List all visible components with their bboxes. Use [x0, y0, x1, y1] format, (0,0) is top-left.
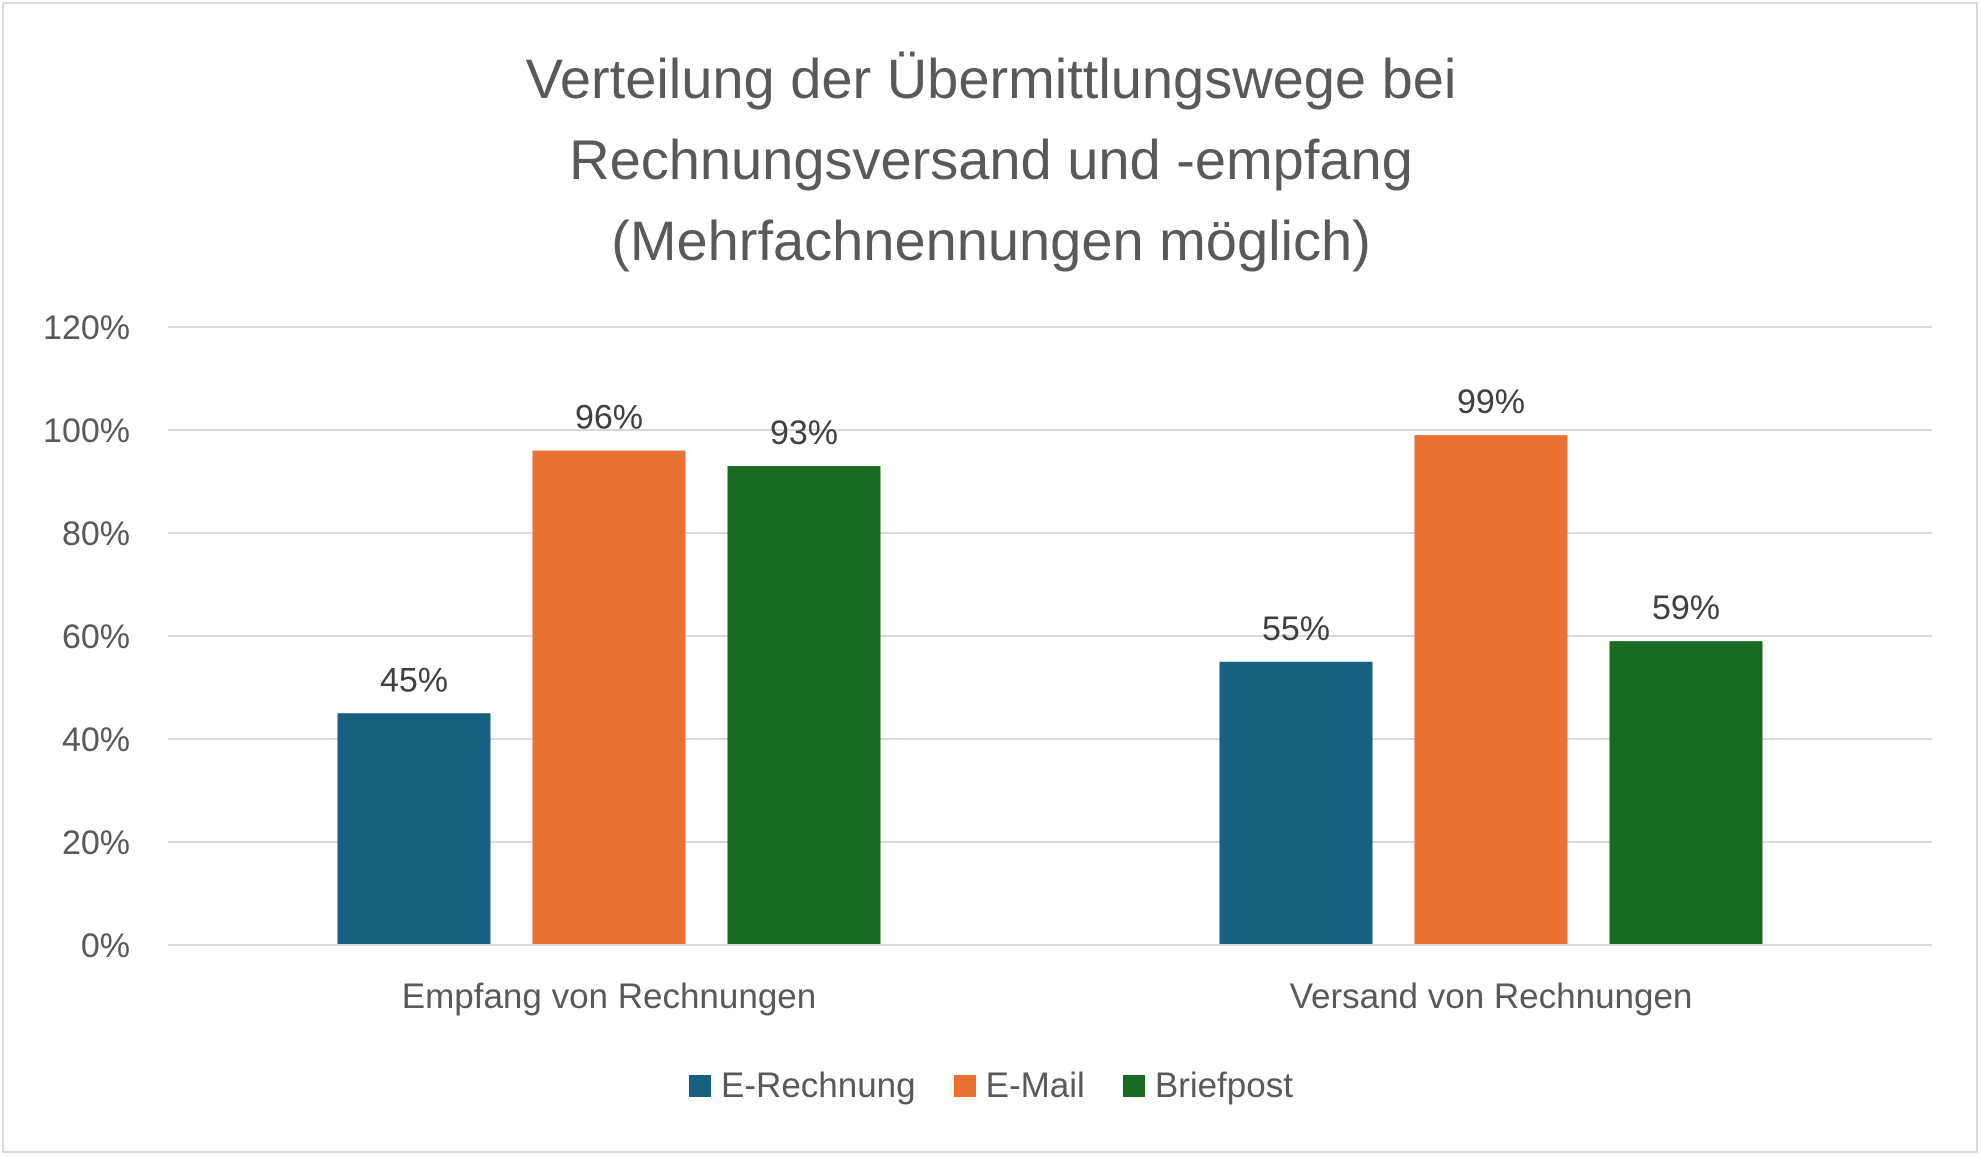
y-tick-label: 20% [62, 824, 130, 862]
bar-e-mail [1414, 435, 1568, 945]
legend-label-e-rechnung: E-Rechnung [721, 1066, 916, 1105]
chart-title-line-2: Rechnungsversand und -empfang [569, 128, 1413, 191]
y-tick-label: 40% [62, 721, 130, 759]
bar-e-rechnung [1219, 661, 1373, 945]
legend-swatch-e-mail [953, 1075, 976, 1097]
data-label-e-rechnung: 45% [380, 661, 448, 699]
legend-label-briefpost: Briefpost [1154, 1066, 1293, 1105]
bar-e-mail [532, 450, 686, 945]
x-category-label: Versand von Rechnungen [1290, 977, 1693, 1016]
bar-briefpost [1609, 641, 1763, 945]
legend-item-e-rechnung: E-Rechnung [689, 1066, 916, 1106]
legend-item-briefpost: Briefpost [1122, 1066, 1293, 1106]
legend-item-e-mail: E-Mail [953, 1066, 1085, 1106]
bar-briefpost [727, 466, 881, 945]
y-tick-label: 100% [43, 412, 130, 450]
bar-e-rechnung [337, 713, 491, 945]
y-tick-label: 80% [62, 515, 130, 553]
data-label-e-mail: 99% [1457, 383, 1525, 421]
data-label-briefpost: 59% [1652, 589, 1720, 627]
chart-title: Verteilung der Übermittlungswege bei Rec… [0, 38, 1982, 281]
x-category-label: Empfang von Rechnungen [402, 977, 816, 1016]
chart-title-line-1: Verteilung der Übermittlungswege bei [525, 47, 1457, 110]
data-label-e-mail: 96% [575, 399, 643, 437]
y-tick-label: 60% [62, 618, 130, 656]
data-label-briefpost: 93% [770, 414, 838, 452]
legend: E-Rechnung E-Mail Briefpost [0, 1066, 1982, 1106]
y-tick-label: 0% [81, 927, 130, 965]
chart-title-line-3: (Mehrfachnennungen möglich) [611, 209, 1371, 272]
y-tick-label: 120% [43, 309, 130, 347]
data-label-e-rechnung: 55% [1262, 610, 1330, 648]
legend-swatch-briefpost [1122, 1075, 1145, 1097]
legend-swatch-e-rechnung [689, 1075, 712, 1097]
legend-label-e-mail: E-Mail [985, 1066, 1085, 1105]
